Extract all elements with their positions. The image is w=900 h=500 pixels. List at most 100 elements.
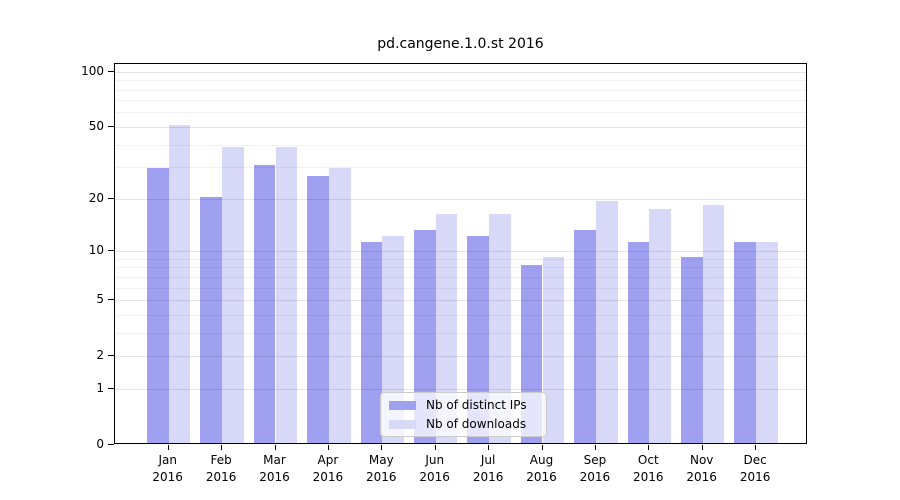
bar-downloads [649,209,671,443]
x-axis-month: Sep [583,453,607,467]
y-axis-tick-mark [108,125,114,127]
legend: Nb of distinct IPs Nb of downloads [380,392,547,437]
x-axis-month: Jun [425,453,445,467]
x-axis-year: 2016 [686,470,717,484]
chart-title: pd.cangene.1.0.st 2016 [377,36,544,52]
x-axis-year: 2016 [526,470,557,484]
x-axis-tick-mark [221,445,223,450]
x-axis-tick-label: Aug 2016 [512,452,572,486]
legend-label: Nb of distinct IPs [426,398,527,412]
y-axis-tick-label: 50 [88,118,104,133]
x-axis-year: 2016 [152,470,183,484]
gridline-minor [115,258,806,260]
gridline-minor [115,314,806,316]
bar-distinct-ips [253,165,276,443]
x-axis-month: Feb [210,453,232,467]
bar-distinct-ips [147,167,169,443]
bar-distinct-ips [627,242,650,443]
x-axis-tick-mark [167,445,169,450]
x-axis-year: 2016 [419,470,450,484]
legend-label: Nb of downloads [426,417,527,431]
gridline-major [115,126,806,128]
x-axis-year: 2016 [472,470,504,484]
y-axis-tick-label: 5 [96,292,104,306]
x-axis-month: May [368,453,394,467]
bar-distinct-ips [574,229,596,443]
y-axis-tick-mark [108,250,114,251]
bar-downloads [489,213,511,443]
legend-swatch-downloads [389,419,416,429]
bar-downloads [275,146,298,443]
x-axis-tick-label: Dec 2016 [725,452,785,486]
y-axis-tick-mark [108,70,114,72]
x-axis-tick-label: Sep 2016 [565,452,625,486]
x-axis-year: 2016 [633,470,664,484]
x-axis-tick-label: Apr 2016 [298,452,358,486]
y-axis-tick-mark [108,299,114,300]
x-axis-month: Aug [529,453,554,467]
x-axis-year: 2016 [259,470,290,484]
x-axis-tick-mark [541,445,543,450]
y-axis-tick-label: 10 [88,243,104,257]
bar-distinct-ips [681,256,703,443]
x-axis-tick-label: Oct 2016 [618,452,678,486]
gridline-minor [115,287,806,289]
x-axis-month: Jul [480,453,496,467]
bar-downloads [168,124,191,443]
x-axis-tick-mark [648,445,650,450]
x-axis-tick-mark [488,445,490,450]
gridline-major [115,198,806,200]
x-axis-tick-label: Jun 2016 [405,452,465,486]
bar-downloads [328,167,351,443]
bar-distinct-ips [200,196,223,443]
legend-swatch-distinct-ips [389,400,416,410]
x-axis-year: 2016 [205,470,237,484]
y-axis-tick-label: 100 [81,63,104,78]
gridline-minor [115,112,806,114]
x-axis-month: Apr [317,453,339,467]
bar-downloads [595,200,618,443]
gridline-minor [115,100,806,102]
bar-distinct-ips [467,235,490,443]
y-axis-tick-mark [108,444,114,445]
x-axis-tick-mark [327,445,329,450]
bar-downloads [222,146,244,443]
x-axis-year: 2016 [579,470,611,484]
bar-downloads [756,242,778,443]
plot-area [114,63,807,444]
y-axis-tick-mark [108,355,114,357]
gridline-minor [115,89,806,91]
gridline-major [115,356,806,358]
x-axis-month: Oct [637,453,659,467]
x-axis-tick-label: Jan 2016 [138,452,198,486]
y-axis-tick-mark [108,197,114,199]
x-axis-month: Nov [689,453,714,467]
bar-downloads [382,235,404,443]
x-axis-tick-mark [274,445,276,450]
x-axis-year: 2016 [739,470,771,484]
bar-distinct-ips [360,242,383,443]
x-axis-year: 2016 [312,470,344,484]
y-axis-tick-label: 0 [96,437,104,451]
x-axis-month: Jan [158,453,177,467]
y-axis-tick-label: 20 [88,190,104,205]
x-axis-tick-label: Mar 2016 [245,452,305,486]
x-axis-month: Mar [263,453,286,467]
x-axis-tick-label: May 2016 [351,452,411,486]
gridline-minor [115,144,806,146]
x-axis-tick-label: Feb 2016 [191,452,251,486]
y-axis-tick-label: 1 [96,380,104,395]
x-axis-month: Dec [743,453,767,467]
legend-item: Nb of downloads [389,416,538,432]
legend-item: Nb of distinct IPs [389,397,538,413]
bar-distinct-ips [414,229,436,443]
bar-distinct-ips [734,242,757,443]
bar-downloads [702,204,725,443]
gridline-minor [115,167,806,169]
x-axis-tick-mark [701,445,703,450]
gridline-minor [115,276,806,278]
bar-distinct-ips [307,176,329,443]
y-axis-tick-mark [108,387,114,389]
gridline-minor [115,267,806,269]
